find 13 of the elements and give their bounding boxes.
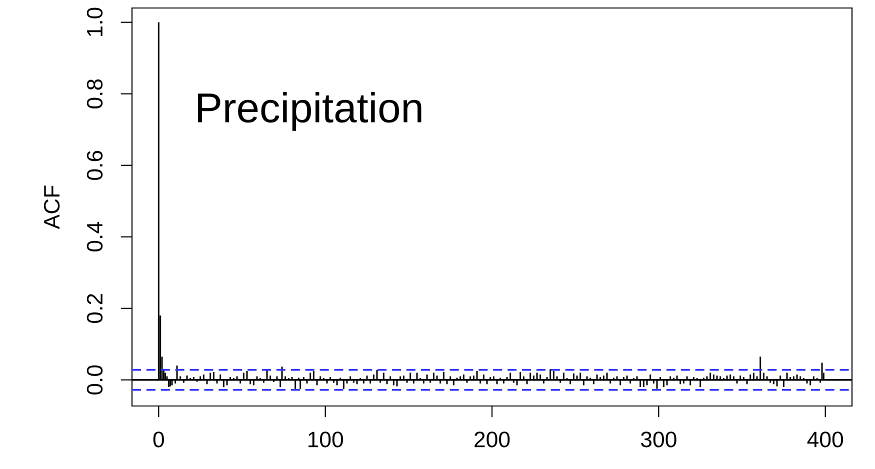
y-axis-title: ACF	[44, 186, 60, 230]
x-tick-label: 100	[308, 432, 344, 448]
y-tick-label: 0.8	[86, 79, 103, 108]
y-tick-label: 0.2	[86, 294, 103, 323]
x-tick-label: 200	[474, 432, 510, 448]
x-tick-label: 400	[807, 432, 844, 448]
text: Precipitation	[198, 92, 422, 131]
y-tick-label: 1.0	[86, 8, 103, 36]
y-tick-label: 0.4	[86, 222, 103, 252]
y-tick-label: 0.0	[86, 365, 103, 394]
y-tick-label: 0.6	[86, 150, 103, 180]
x-tick-label: 300	[640, 432, 676, 448]
x-tick-label: 0	[153, 432, 164, 448]
